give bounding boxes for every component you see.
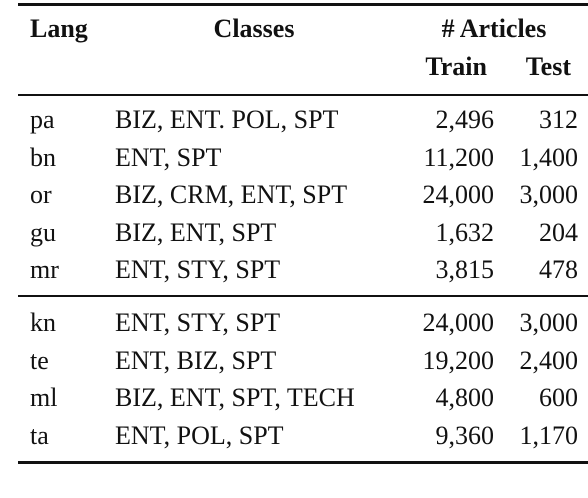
train-cell: 2,496 — [435, 105, 495, 134]
train-cell: 1,632 — [435, 217, 495, 247]
header-lang: Lang — [30, 14, 88, 43]
classes-cell: ENT, STY, SPT — [115, 308, 281, 337]
header-rule — [18, 94, 588, 96]
bottom-rule — [18, 461, 588, 464]
classes-cell: ENT, SPT — [115, 142, 222, 172]
lang-cell: kn — [30, 308, 56, 337]
test-cell: 600 — [539, 383, 578, 413]
classes-cell: ENT, STY, SPT — [115, 255, 281, 285]
train-cell: 24,000 — [422, 180, 495, 210]
classes-cell: BIZ, CRM, ENT, SPT — [115, 180, 348, 210]
train-cell: 24,000 — [422, 308, 495, 337]
lang-cell: gu — [30, 217, 56, 247]
classes-cell: BIZ, ENT, SPT, TECH — [115, 383, 355, 413]
train-cell: 9,360 — [435, 420, 495, 450]
test-cell: 478 — [539, 255, 578, 285]
header-classes: Classes — [213, 14, 295, 43]
train-cell: 4,800 — [435, 383, 495, 413]
lang-cell: mr — [30, 255, 59, 285]
test-cell: 1,170 — [519, 420, 579, 450]
header-train: Train — [425, 52, 487, 81]
train-cell: 3,815 — [435, 255, 495, 285]
test-cell: 2,400 — [519, 345, 579, 375]
train-cell: 19,200 — [422, 345, 495, 375]
classes-cell: ENT, POL, SPT — [115, 420, 284, 450]
test-cell: 1,400 — [519, 142, 579, 172]
test-cell: 204 — [539, 217, 578, 247]
test-cell: 3,000 — [519, 308, 579, 337]
top-rule — [18, 3, 588, 6]
lang-cell: bn — [30, 142, 56, 172]
header-test: Test — [525, 52, 571, 81]
lang-cell: or — [30, 180, 52, 210]
test-cell: 3,000 — [519, 180, 579, 210]
classes-cell: BIZ, ENT. POL, SPT — [115, 105, 339, 134]
lang-cell: ta — [30, 420, 49, 450]
lang-cell: pa — [30, 105, 55, 134]
train-cell: 11,200 — [423, 142, 494, 172]
test-cell: 312 — [539, 105, 578, 134]
header-articles: # Articles — [441, 14, 547, 43]
classes-cell: ENT, BIZ, SPT — [115, 345, 277, 375]
lang-cell: te — [30, 345, 49, 375]
group-rule — [18, 295, 588, 297]
classes-cell: BIZ, ENT, SPT — [115, 217, 277, 247]
lang-cell: ml — [30, 383, 58, 413]
